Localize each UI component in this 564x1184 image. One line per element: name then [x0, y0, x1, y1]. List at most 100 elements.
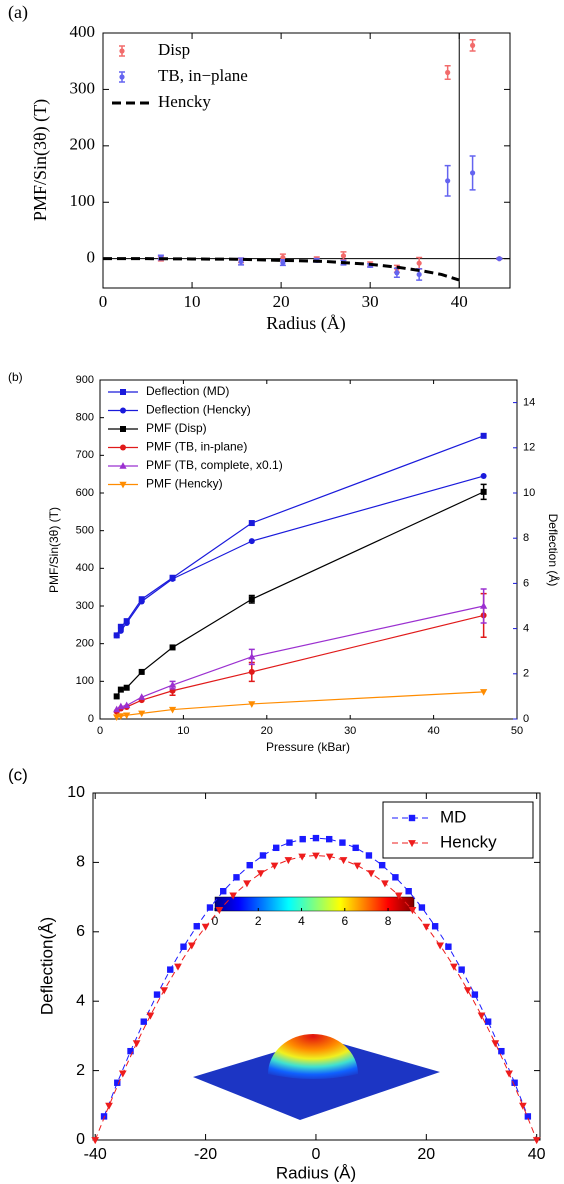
data-point — [146, 1012, 155, 1020]
data-point — [248, 520, 255, 527]
panel: (a)Radius (Å)PMF/Sin(3θ) (T)0 10 20 30 40010… — [8, 2, 511, 334]
data-point — [450, 963, 458, 971]
data-point — [480, 602, 488, 609]
data-point — [394, 892, 403, 900]
series-line — [94, 854, 538, 1141]
data-point — [91, 1137, 100, 1145]
y2-tick-label: 6 — [523, 577, 529, 589]
data-point — [340, 253, 347, 259]
data-point — [352, 844, 359, 852]
data-point — [286, 839, 293, 846]
y-tick-label: 900 — [76, 374, 94, 386]
data-point — [117, 702, 125, 710]
plot-frame — [92, 792, 541, 1141]
y-tick-label: 500 — [76, 525, 94, 537]
data-point — [445, 178, 451, 184]
legend-label: PMF (TB, in-plane) — [146, 440, 247, 454]
y-tick-label: 6 — [76, 923, 85, 940]
x-tick-label: 30 — [362, 292, 379, 311]
data-point — [132, 1040, 141, 1048]
colorbar-tick-label: 2 — [255, 914, 262, 928]
panel-label: (b) — [8, 370, 23, 384]
x-tick-label: 0 — [97, 725, 103, 737]
data-point — [248, 652, 256, 660]
y-tick-label: 0 — [76, 1131, 85, 1148]
data-point — [416, 260, 422, 266]
data-point — [469, 170, 476, 176]
colorbar-tick-label: 0 — [212, 914, 219, 928]
data-point — [113, 714, 121, 722]
data-point — [215, 907, 224, 915]
data-point — [138, 668, 145, 675]
legend-marker — [120, 426, 126, 432]
data-point — [248, 701, 256, 708]
legend-marker — [408, 840, 416, 848]
x-tick-label: 10 — [177, 725, 189, 737]
y-axis-label: PMF/Sin(3θ) (T) — [30, 99, 51, 221]
data-point — [123, 701, 131, 709]
data-point — [127, 1047, 134, 1055]
data-point — [422, 923, 431, 931]
data-point — [167, 966, 174, 973]
data-point — [193, 923, 200, 930]
data-point — [113, 632, 120, 639]
legend-marker — [120, 389, 126, 395]
panel: (c)Radius (Å)Deflection(Å)-40 -20 0 20 40024… — [8, 765, 546, 1182]
data-point — [463, 987, 472, 995]
panel-label: (c) — [8, 765, 28, 784]
data-point — [480, 689, 488, 696]
y-tick-label: 300 — [76, 600, 94, 612]
data-point — [458, 966, 465, 973]
x-tick-label: -40 — [84, 1146, 107, 1163]
y-tick-label: 700 — [76, 449, 94, 461]
colorbar-tick-label: 6 — [341, 914, 348, 928]
data-point — [259, 852, 267, 859]
colorbar-tick-label: 8 — [385, 914, 392, 928]
data-point — [180, 943, 187, 950]
data-point — [270, 862, 279, 870]
data-point — [248, 538, 255, 545]
data-point — [256, 870, 265, 878]
x-axis-label: Radius (Å) — [266, 313, 346, 334]
data-point — [105, 1102, 113, 1110]
data-point — [280, 260, 286, 266]
y-tick-label: 600 — [76, 487, 94, 499]
y2-tick-label: 0 — [523, 713, 529, 725]
legend-label: Deflection (MD) — [146, 384, 229, 398]
data-point — [436, 942, 444, 950]
legend-marker — [119, 74, 125, 80]
data-point — [140, 1018, 147, 1025]
x-tick-label: -20 — [194, 1146, 217, 1163]
x-tick-label: 10 — [184, 292, 201, 311]
data-point — [123, 684, 130, 691]
x-tick-label: 20 — [273, 292, 290, 311]
data-point — [168, 706, 177, 714]
data-point — [248, 596, 255, 603]
data-point — [416, 271, 422, 278]
data-point — [480, 488, 487, 495]
data-point — [480, 432, 487, 439]
data-point — [123, 712, 131, 720]
y-tick-label: 0 — [87, 248, 96, 267]
data-point — [138, 710, 146, 718]
y2-axis-label: Deflection (Å) — [546, 514, 561, 587]
legend-marker — [119, 462, 127, 469]
data-point — [169, 575, 176, 582]
data-point — [298, 853, 306, 861]
data-point — [280, 254, 286, 261]
y2-tick-label: 4 — [523, 623, 529, 635]
series-line — [103, 257, 460, 282]
data-point — [123, 619, 130, 626]
x-tick-label: 40 — [451, 292, 468, 311]
colorbar — [214, 896, 415, 912]
data-point — [220, 888, 227, 895]
legend-frame — [382, 801, 534, 859]
x-tick-label: 20 — [261, 725, 273, 737]
legend-marker — [120, 407, 126, 414]
y-axis-label: Deflection(Å) — [37, 917, 56, 1015]
data-point — [405, 888, 412, 895]
series-line — [103, 837, 529, 1117]
panel: (b) Pressure (kBar) PMF/Sin(3θ) (T) Deflect… — [8, 370, 561, 754]
y-tick-label: 200 — [70, 135, 96, 154]
